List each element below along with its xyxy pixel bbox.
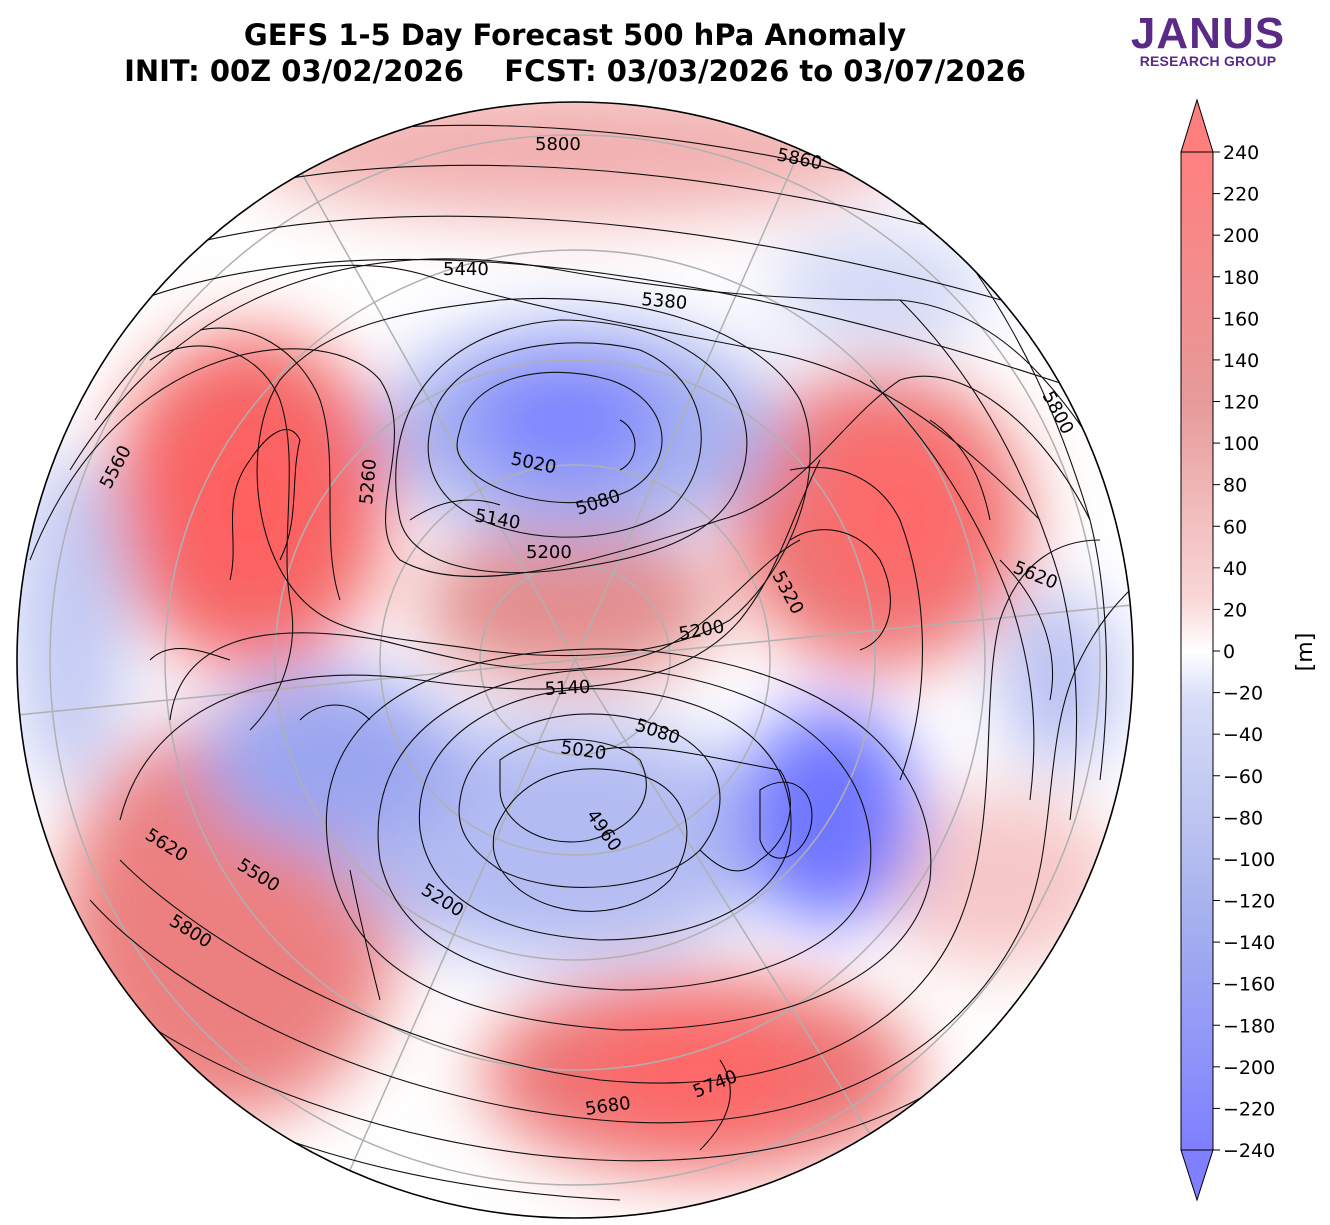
colorbar-ticks: 240220200180160140120100806040200−20−40−… [1213,142,1275,1162]
contour-label: 5260 [356,458,381,505]
colorbar-ramp [1180,151,1214,1151]
title-line-2: INIT: 00Z 03/02/2026 FCST: 03/03/2026 to… [124,54,1026,88]
colorbar-tick-label: 120 [1223,392,1259,414]
anomaly-negative-nw-america [200,670,460,850]
colorbar-unit-label: [m] [1293,633,1318,672]
colorbar-tick-label: −140 [1223,932,1275,954]
colorbar-tick-label: 100 [1223,433,1259,455]
colorbar-tick-label: 140 [1223,350,1259,372]
colorbar-tick-label: 60 [1223,516,1247,538]
colorbar-tick-label: −60 [1223,766,1263,788]
colorbar-tick-label: −100 [1223,849,1275,871]
logo-main-text: JANUS [1130,9,1286,58]
colorbar-tick-label: −240 [1223,1140,1275,1162]
colorbar-tick-label: 220 [1223,184,1259,206]
colorbar-tick-label: 160 [1223,308,1259,330]
height-contours [29,124,1131,1218]
contour-label: 5140 [544,677,591,700]
colorbar-tick-label: 40 [1223,558,1247,580]
colorbar-tick-label: 180 [1223,267,1259,289]
colorbar-extend-top [1180,98,1214,153]
title-line-1: GEFS 1-5 Day Forecast 500 hPa Anomaly [243,18,907,52]
polar-map: 5800 5860 5440 5380 5560 5260 5020 5080 … [16,101,1134,1219]
colorbar-tick-label: −200 [1223,1057,1275,1079]
anomaly-negative-greenland [740,705,920,925]
colorbar-tick-label: −220 [1223,1098,1275,1120]
contour-label: 5800 [535,134,581,155]
colorbar-tick-label: 240 [1223,142,1259,164]
colorbar-tick-label: 20 [1223,599,1247,621]
colorbar-tick-label: 80 [1223,475,1247,497]
graticule [17,134,1133,1186]
colorbar-tick-label: −20 [1223,683,1263,705]
colorbar-tick-label: 200 [1223,225,1259,247]
colorbar-tick-label: −80 [1223,807,1263,829]
colorbar-tick-label: −160 [1223,974,1275,996]
globe-outline [16,101,1134,1219]
colorbar-extend-bottom [1180,1149,1214,1202]
colorbar: 240220200180160140120100806040200−20−40−… [1180,98,1318,1202]
contour-label: 5380 [641,289,688,314]
janus-logo: JANUS RESEARCH GROUP [1128,9,1288,69]
colorbar-tick-label: 0 [1223,641,1235,663]
logo-sub-text: RESEARCH GROUP [1139,53,1277,69]
contour-label: 5200 [526,542,572,563]
colorbar-tick-label: −120 [1223,891,1275,913]
anomaly-positive-arctic [420,525,720,685]
colorbar-tick-label: −40 [1223,724,1263,746]
colorbar-tick-label: −180 [1223,1015,1275,1037]
contour-label: 5440 [443,259,489,280]
